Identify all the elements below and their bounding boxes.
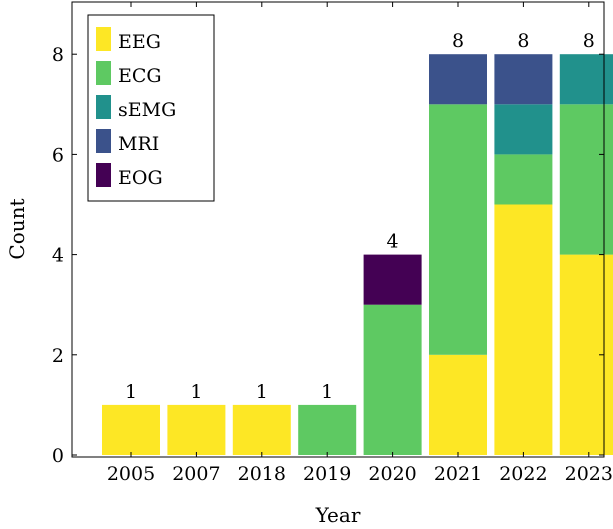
x-tick-label-2022: 2022: [499, 463, 547, 485]
x-tick-label-2018: 2018: [238, 463, 286, 485]
bar-ecg-2021: [429, 104, 487, 355]
total-label-2007: 1: [190, 381, 202, 403]
x-tick-label-2007: 2007: [172, 463, 220, 485]
y-axis-label: Count: [5, 198, 29, 259]
legend-swatch-mri: [96, 129, 111, 153]
x-tick-label-2023: 2023: [565, 463, 613, 485]
bar-ecg-2020: [363, 304, 422, 455]
bar-eeg-2022: [494, 204, 553, 455]
bar-ecg-2019: [298, 404, 357, 455]
y-tick-label-8: 8: [52, 44, 64, 66]
total-label-2023: 8: [583, 30, 595, 52]
legend-label-eeg: EEG: [118, 31, 161, 53]
legend-swatch-semg: [96, 95, 111, 119]
total-label-2019: 1: [321, 381, 333, 403]
bar-mri-2021: [429, 54, 487, 105]
legend-label-eog: EOG: [118, 167, 163, 189]
bar-eeg-2005: [102, 404, 160, 455]
total-label-2005: 1: [125, 381, 137, 403]
legend-swatch-ecg: [96, 61, 111, 85]
total-label-2020: 4: [387, 231, 399, 253]
y-tick-label-4: 4: [52, 245, 64, 267]
bar-ecg-2022: [494, 154, 553, 205]
bar-eeg-2007: [167, 404, 226, 455]
legend-swatch-eeg: [96, 27, 111, 51]
total-label-2022: 8: [517, 30, 529, 52]
bar-eeg-2023: [559, 254, 613, 455]
y-tick-label-0: 0: [52, 445, 64, 467]
plot-frame: [71, 1, 605, 458]
bar-eog-2020: [363, 254, 422, 305]
total-label-2018: 1: [256, 381, 268, 403]
legend-label-mri: MRI: [118, 133, 159, 155]
legend-label-ecg: ECG: [118, 65, 162, 87]
legend-label-semg: sEMG: [118, 99, 176, 121]
y-tick-label-6: 6: [52, 144, 64, 166]
bar-eeg-2021: [429, 354, 487, 455]
x-axis-label: Year: [315, 503, 361, 527]
legend-swatch-eog: [96, 163, 111, 187]
x-tick-label-2005: 2005: [107, 463, 155, 485]
x-tick-label-2021: 2021: [434, 463, 482, 485]
total-label-2021: 8: [452, 30, 464, 52]
x-tick-label-2020: 2020: [368, 463, 416, 485]
x-tick-label-2019: 2019: [303, 463, 351, 485]
bar-semg-2023: [559, 54, 613, 105]
legend: EEG ECG sEMG MRI EOG: [87, 14, 215, 202]
bar-eeg-2018: [232, 404, 291, 455]
y-axis: 0 2 4 6 8: [52, 44, 604, 467]
bars-layer: [102, 54, 613, 455]
bar-ecg-2023: [559, 104, 613, 255]
y-tick-label-2: 2: [52, 345, 64, 367]
total-labels-layer: 1 1 1 1 4 8 8 8: [125, 30, 595, 403]
bar-mri-2022: [494, 54, 553, 105]
bar-semg-2022: [494, 104, 553, 155]
x-axis: 2005 2007 2018 2019 2020 2021 2022 2023: [107, 2, 613, 485]
